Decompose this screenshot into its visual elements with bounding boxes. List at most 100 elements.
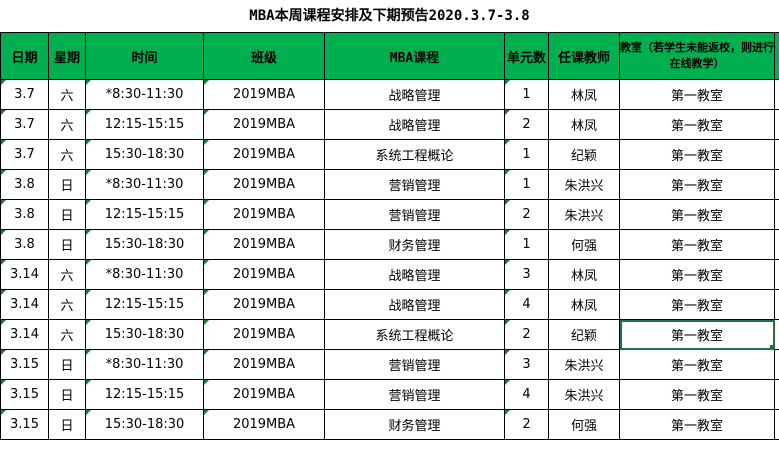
- fill-handle[interactable]: [770, 345, 774, 349]
- cell-unit[interactable]: 1: [504, 169, 549, 200]
- cell-note[interactable]: [774, 169, 779, 200]
- cell-date[interactable]: 3.7: [0, 139, 49, 170]
- cell-note[interactable]: [774, 79, 779, 110]
- cell-course[interactable]: 营销管理: [324, 349, 505, 380]
- cell-course[interactable]: 营销管理: [324, 199, 505, 230]
- cell-course[interactable]: 财务管理: [324, 229, 505, 260]
- cell-date[interactable]: 3.7: [0, 109, 49, 140]
- cell-teacher[interactable]: 朱洪兴: [548, 379, 620, 410]
- cell-room[interactable]: 第一教室: [619, 109, 775, 140]
- cell-weekday[interactable]: 六: [48, 79, 86, 110]
- cell-class[interactable]: 2019MBA: [203, 349, 325, 380]
- cell-weekday[interactable]: 六: [48, 139, 86, 170]
- cell-weekday[interactable]: 日: [48, 199, 86, 230]
- cell-date[interactable]: 3.8: [0, 199, 49, 230]
- cell-time[interactable]: *8:30-11:30: [85, 169, 204, 200]
- header-time[interactable]: 时间: [85, 32, 204, 80]
- cell-teacher[interactable]: 朱洪兴: [548, 349, 620, 380]
- cell-room[interactable]: 第一教室: [619, 379, 775, 410]
- cell-note[interactable]: [774, 289, 779, 320]
- cell-weekday[interactable]: 日: [48, 409, 86, 440]
- cell-class[interactable]: 2019MBA: [203, 379, 325, 410]
- cell-weekday[interactable]: 六: [48, 109, 86, 140]
- cell-class[interactable]: 2019MBA: [203, 79, 325, 110]
- cell-class[interactable]: 2019MBA: [203, 289, 325, 320]
- cell-time[interactable]: 15:30-18:30: [85, 229, 204, 260]
- cell-course[interactable]: 系统工程概论: [324, 319, 505, 350]
- cell-time[interactable]: *8:30-11:30: [85, 79, 204, 110]
- cell-weekday[interactable]: 六: [48, 289, 86, 320]
- cell-note[interactable]: [774, 259, 779, 290]
- cell-weekday[interactable]: 日: [48, 379, 86, 410]
- cell-course[interactable]: 营销管理: [324, 379, 505, 410]
- cell-room[interactable]: 第一教室: [619, 259, 775, 290]
- cell-unit[interactable]: 2: [504, 199, 549, 230]
- cell-course[interactable]: 战略管理: [324, 79, 505, 110]
- cell-room[interactable]: 第一教室: [619, 229, 775, 260]
- cell-course[interactable]: 战略管理: [324, 259, 505, 290]
- cell-class[interactable]: 2019MBA: [203, 169, 325, 200]
- cell-teacher[interactable]: 何强: [548, 409, 620, 440]
- cell-unit[interactable]: 3: [504, 259, 549, 290]
- cell-class[interactable]: 2019MBA: [203, 229, 325, 260]
- cell-unit[interactable]: 2: [504, 109, 549, 140]
- cell-class[interactable]: 2019MBA: [203, 109, 325, 140]
- cell-unit[interactable]: 4: [504, 379, 549, 410]
- cell-class[interactable]: 2019MBA: [203, 139, 325, 170]
- cell-date[interactable]: 3.15: [0, 349, 49, 380]
- cell-date[interactable]: 3.14: [0, 259, 49, 290]
- cell-time[interactable]: 12:15-15:15: [85, 379, 204, 410]
- cell-teacher[interactable]: 林凤: [548, 109, 620, 140]
- cell-teacher[interactable]: 纪颖: [548, 319, 620, 350]
- cell-unit[interactable]: 1: [504, 139, 549, 170]
- header-class[interactable]: 班级: [203, 32, 325, 80]
- cell-note[interactable]: [774, 319, 779, 350]
- cell-time[interactable]: 12:15-15:15: [85, 289, 204, 320]
- cell-note[interactable]: [774, 229, 779, 260]
- cell-note[interactable]: [774, 199, 779, 230]
- cell-unit[interactable]: 2: [504, 409, 549, 440]
- cell-date[interactable]: 3.7: [0, 79, 49, 110]
- cell-class[interactable]: 2019MBA: [203, 259, 325, 290]
- cell-room[interactable]: 第一教室: [619, 139, 775, 170]
- cell-class[interactable]: 2019MBA: [203, 319, 325, 350]
- cell-course[interactable]: 战略管理: [324, 109, 505, 140]
- header-teacher[interactable]: 任课教师: [548, 32, 620, 80]
- cell-teacher[interactable]: 林凤: [548, 289, 620, 320]
- cell-time[interactable]: 15:30-18:30: [85, 139, 204, 170]
- cell-class[interactable]: 2019MBA: [203, 409, 325, 440]
- cell-teacher[interactable]: 林凤: [548, 79, 620, 110]
- cell-time[interactable]: 15:30-18:30: [85, 409, 204, 440]
- cell-room[interactable]: 第一教室: [619, 289, 775, 320]
- cell-date[interactable]: 3.15: [0, 409, 49, 440]
- cell-course[interactable]: 系统工程概论: [324, 139, 505, 170]
- cell-course[interactable]: 财务管理: [324, 409, 505, 440]
- cell-weekday[interactable]: 日: [48, 169, 86, 200]
- cell-weekday[interactable]: 日: [48, 229, 86, 260]
- cell-room[interactable]: 第一教室: [619, 79, 775, 110]
- cell-room[interactable]: 第一教室: [619, 409, 775, 440]
- cell-date[interactable]: 3.8: [0, 169, 49, 200]
- cell-class[interactable]: 2019MBA: [203, 199, 325, 230]
- cell-unit[interactable]: 3: [504, 349, 549, 380]
- header-note[interactable]: 备注: [774, 32, 779, 80]
- header-unit[interactable]: 单元数: [504, 32, 549, 80]
- cell-note[interactable]: [774, 409, 779, 440]
- header-weekday[interactable]: 星期: [48, 32, 86, 80]
- cell-room[interactable]: 第一教室: [619, 349, 775, 380]
- cell-time[interactable]: 12:15-15:15: [85, 199, 204, 230]
- cell-unit[interactable]: 2: [504, 319, 549, 350]
- cell-course[interactable]: 战略管理: [324, 289, 505, 320]
- cell-date[interactable]: 3.14: [0, 289, 49, 320]
- selected-cell-room[interactable]: 第一教室: [619, 319, 775, 350]
- cell-note[interactable]: [774, 379, 779, 410]
- cell-time[interactable]: 12:15-15:15: [85, 109, 204, 140]
- cell-unit[interactable]: 1: [504, 229, 549, 260]
- header-room[interactable]: 教室（若学生未能返校，则进行在线教学）: [619, 32, 775, 80]
- cell-room[interactable]: 第一教室: [619, 169, 775, 200]
- cell-date[interactable]: 3.8: [0, 229, 49, 260]
- cell-note[interactable]: [774, 139, 779, 170]
- cell-note[interactable]: [774, 109, 779, 140]
- cell-time[interactable]: *8:30-11:30: [85, 349, 204, 380]
- cell-time[interactable]: *8:30-11:30: [85, 259, 204, 290]
